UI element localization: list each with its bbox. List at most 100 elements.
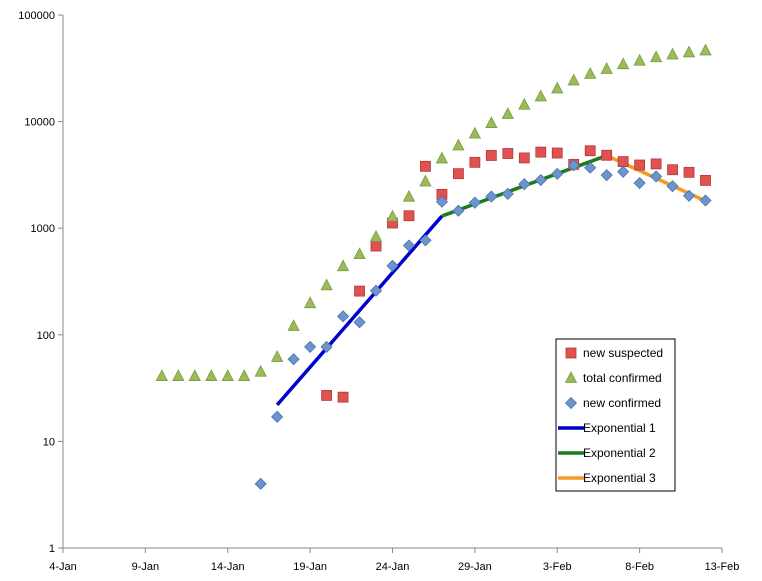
legend-label-new-confirmed: new confirmed <box>583 396 661 410</box>
data-point-new-confirmed <box>369 284 383 297</box>
legend-label-new-suspected: new suspected <box>583 346 663 360</box>
data-point-new-confirmed <box>682 189 696 202</box>
data-point-total-confirmed <box>188 369 201 381</box>
data-point-new-suspected <box>354 285 365 297</box>
data-point-total-confirmed <box>567 73 580 86</box>
data-point-new-confirmed <box>304 340 317 353</box>
data-point-new-suspected <box>403 210 415 222</box>
data-point-new-confirmed <box>600 169 613 182</box>
data-point-new-suspected <box>650 158 662 170</box>
data-point-new-confirmed <box>666 180 679 193</box>
data-point-new-suspected <box>420 160 431 172</box>
data-point-total-confirmed <box>485 116 498 128</box>
data-point-total-confirmed <box>649 50 663 63</box>
data-point-new-confirmed <box>567 159 580 172</box>
data-point-total-confirmed <box>238 369 251 381</box>
data-point-total-confirmed <box>386 209 399 222</box>
data-point-total-confirmed <box>699 43 712 56</box>
data-point-total-confirmed <box>287 319 300 331</box>
data-point-new-suspected <box>601 149 613 161</box>
data-point-new-confirmed <box>551 167 564 180</box>
data-point-total-confirmed <box>682 45 696 58</box>
data-point-total-confirmed <box>584 67 597 79</box>
data-point-total-confirmed <box>435 151 449 164</box>
data-point-new-confirmed <box>534 173 547 187</box>
data-point-new-confirmed <box>320 340 333 353</box>
data-point-new-confirmed <box>584 161 597 174</box>
legend-label-exponential-3: Exponential 3 <box>583 471 656 485</box>
data-point-new-confirmed <box>386 259 399 272</box>
legend: new suspected total confirmed new confirme… <box>555 338 676 492</box>
data-point-total-confirmed <box>419 174 432 187</box>
data-point-new-suspected <box>502 148 514 159</box>
y-tick-label: 1 <box>49 543 55 555</box>
data-point-new-suspected <box>700 175 711 186</box>
data-point-total-confirmed <box>254 364 267 377</box>
x-axis-ticks: 4-Jan 9-Jan 14-Jan 19-Jan 24-Jan 29-Jan 3-Feb 8… <box>49 548 739 573</box>
legend-label-exponential-1: Exponential 1 <box>583 421 656 435</box>
data-point-total-confirmed <box>616 57 630 70</box>
data-point-new-confirmed <box>699 194 712 207</box>
data-point-new-confirmed <box>501 187 514 200</box>
data-point-total-confirmed <box>551 81 564 94</box>
data-point-total-confirmed <box>501 107 514 119</box>
data-point-new-confirmed <box>452 204 465 217</box>
data-point-new-confirmed <box>468 196 481 209</box>
data-point-total-confirmed <box>271 350 284 362</box>
legend-label-total-confirmed: total confirmed <box>583 371 662 385</box>
data-point-total-confirmed <box>172 369 185 381</box>
data-point-total-confirmed <box>221 369 234 381</box>
x-tick-label: 24-Jan <box>376 561 410 573</box>
data-point-new-confirmed <box>353 316 366 329</box>
data-point-new-confirmed <box>419 234 432 247</box>
data-point-new-suspected <box>485 150 497 161</box>
legend-marker-new-confirmed <box>564 396 578 410</box>
data-point-total-confirmed <box>452 138 465 151</box>
data-point-total-confirmed <box>353 247 366 260</box>
x-tick-label: 13-Feb <box>705 561 740 573</box>
data-point-new-suspected <box>617 156 629 168</box>
data-point-total-confirmed <box>155 369 169 381</box>
data-point-new-suspected <box>667 164 678 176</box>
y-axis-ticks: 1 10 100 1000 10000 100000 <box>18 10 63 555</box>
x-tick-label: 19-Jan <box>293 561 327 573</box>
data-point-total-confirmed <box>534 89 547 102</box>
data-point-total-confirmed <box>518 97 531 110</box>
data-point-new-confirmed <box>650 170 663 183</box>
data-point-new-suspected <box>370 240 382 252</box>
data-point-new-suspected <box>321 390 333 401</box>
data-point-new-confirmed <box>435 195 448 208</box>
x-tick-label: 29-Jan <box>458 561 492 573</box>
data-point-new-suspected <box>683 166 695 178</box>
data-point-total-confirmed <box>633 53 646 66</box>
data-point-new-confirmed <box>485 190 498 203</box>
data-point-new-confirmed <box>633 176 646 190</box>
data-point-total-confirmed <box>666 47 679 60</box>
data-point-new-confirmed <box>337 310 350 323</box>
data-point-new-confirmed <box>518 178 531 191</box>
x-tick-label: 9-Jan <box>132 561 160 573</box>
data-point-total-confirmed <box>402 189 416 202</box>
legend-marker-new-suspected <box>565 347 577 359</box>
data-point-total-confirmed <box>369 229 383 242</box>
data-point-new-suspected <box>535 146 547 158</box>
series-line-exponential-1 <box>275 214 444 407</box>
data-point-total-confirmed <box>336 259 350 272</box>
x-tick-label: 8-Feb <box>625 561 654 573</box>
data-point-new-suspected <box>518 152 530 164</box>
y-tick-label: 10 <box>43 436 55 448</box>
x-tick-label: 3-Feb <box>543 561 572 573</box>
data-point-total-confirmed <box>600 62 613 74</box>
data-point-new-confirmed <box>254 477 267 490</box>
data-point-new-confirmed <box>287 353 300 366</box>
x-tick-label: 14-Jan <box>211 561 245 573</box>
legend-marker-total-confirmed <box>564 371 578 383</box>
legend-label-exponential-2: Exponential 2 <box>583 446 656 460</box>
data-point-total-confirmed <box>468 126 482 139</box>
x-tick-label: 4-Jan <box>49 561 77 573</box>
data-point-total-confirmed <box>205 369 218 381</box>
y-tick-label: 100 <box>37 330 55 342</box>
y-tick-label: 1000 <box>31 223 55 235</box>
y-tick-label: 100000 <box>18 10 55 22</box>
